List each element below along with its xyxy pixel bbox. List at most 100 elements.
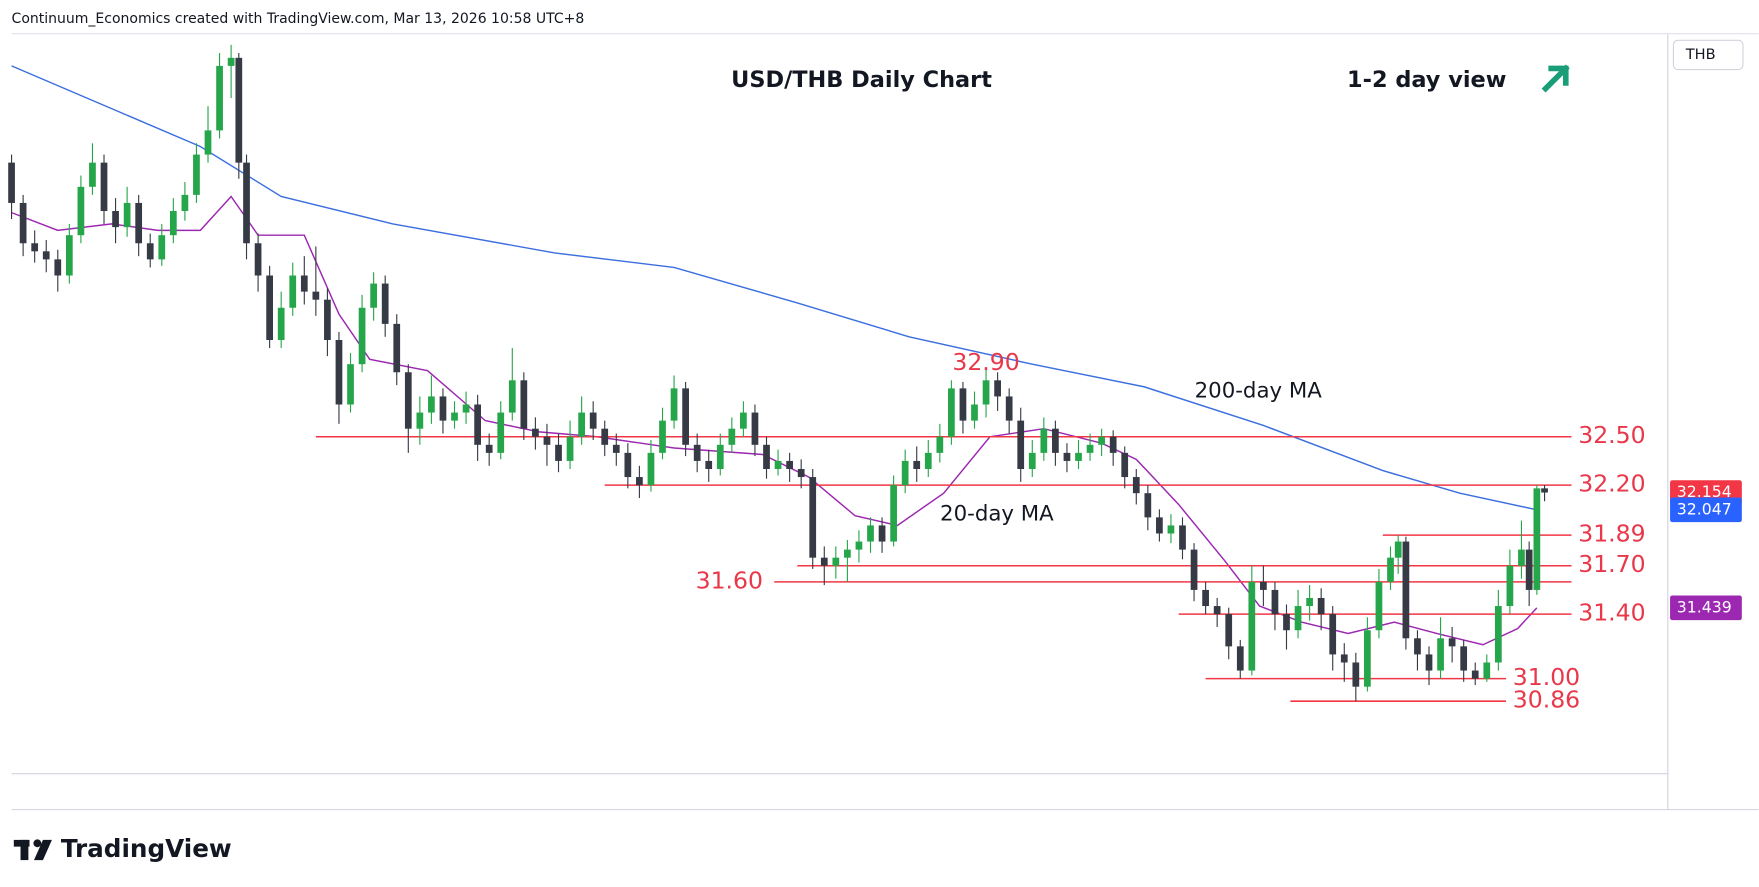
- candle-body: [1306, 597, 1313, 607]
- candle-body: [1028, 452, 1036, 469]
- candle-body: [474, 404, 481, 445]
- candle-body: [1541, 488, 1548, 493]
- candle-body: [890, 485, 897, 542]
- candle-body: [100, 162, 108, 212]
- level-label: 31.70: [1578, 550, 1645, 578]
- candle-body: [716, 444, 724, 469]
- candle-body: [1167, 525, 1175, 534]
- level-label: 32.20: [1578, 470, 1645, 498]
- candle-body: [19, 202, 27, 244]
- candle-body: [428, 396, 435, 413]
- candle-body: [774, 460, 782, 469]
- price-label: 32.047: [1677, 499, 1732, 518]
- candle-body: [520, 380, 528, 429]
- candle-body: [31, 243, 39, 252]
- annotation: 32.90: [952, 348, 1019, 376]
- candle-body: [670, 388, 678, 421]
- candle-body: [740, 412, 747, 429]
- candle-body: [578, 412, 585, 437]
- candle-body: [169, 211, 177, 236]
- candle-body: [1017, 420, 1025, 469]
- candle-body: [277, 307, 285, 341]
- candle-body: [1294, 606, 1302, 631]
- candle-body: [878, 525, 886, 542]
- candle-body: [54, 259, 62, 276]
- price-box: [1670, 497, 1742, 523]
- candle-body: [1460, 646, 1468, 671]
- candle-body: [971, 404, 978, 421]
- candle-body: [797, 468, 805, 478]
- candle-body: [1260, 581, 1267, 590]
- candle-body: [1494, 606, 1502, 663]
- candle-body: [497, 412, 505, 453]
- candle-body: [1225, 614, 1233, 647]
- candle-body: [1340, 654, 1348, 663]
- candle-body: [1075, 452, 1082, 461]
- candle-body: [123, 202, 131, 228]
- candle-body: [809, 477, 817, 558]
- candle-body: [1533, 488, 1541, 590]
- candle-body: [1387, 557, 1394, 582]
- candle-body: [135, 202, 143, 244]
- candle-body: [1283, 614, 1290, 631]
- chart-title: USD/THB Daily Chart: [731, 67, 992, 93]
- candle-body: [508, 380, 516, 413]
- candle-body: [855, 541, 863, 550]
- candle-body: [1329, 614, 1337, 655]
- candle-body: [1156, 517, 1163, 534]
- candle-body: [227, 57, 235, 66]
- footer-brand: TradingView: [61, 834, 232, 863]
- candle-body: [1248, 581, 1256, 671]
- candle-body: [204, 130, 212, 155]
- candle-body: [146, 243, 154, 260]
- candle-body: [1098, 436, 1105, 445]
- candle-body: [867, 525, 874, 542]
- candle-body: [1236, 646, 1244, 671]
- candle-body: [89, 162, 96, 187]
- y-axis-label: THB: [1685, 46, 1716, 63]
- candle-body: [936, 436, 944, 453]
- candle-body: [462, 404, 470, 413]
- candle-body: [266, 275, 273, 341]
- candle-body: [1448, 638, 1456, 647]
- candle-body: [300, 275, 308, 292]
- candle-body: [216, 65, 223, 131]
- ma-label: 200-day MA: [1195, 378, 1323, 403]
- candle-body: [451, 412, 458, 421]
- candle-body: [705, 460, 713, 469]
- price-label: 32.154: [1677, 482, 1732, 501]
- candle-body: [439, 396, 447, 421]
- candle-body: [844, 549, 851, 558]
- candle-body: [1352, 662, 1360, 687]
- candle-body: [1109, 436, 1117, 453]
- level-label: 30.86: [1513, 686, 1580, 714]
- candle-body: [601, 428, 609, 445]
- candle-body: [1402, 541, 1410, 639]
- level-label: 31.40: [1578, 599, 1645, 627]
- candle-body: [786, 460, 793, 469]
- candle-body: [532, 428, 539, 437]
- candle-body: [901, 460, 909, 486]
- candle-body: [1471, 670, 1479, 679]
- candle-body: [1063, 452, 1071, 461]
- ma-line: [11, 65, 1538, 511]
- candle-body: [1425, 654, 1433, 671]
- candle-body: [555, 444, 562, 461]
- candle-body: [1052, 428, 1059, 453]
- ma-label: 20-day MA: [940, 502, 1054, 527]
- candle-body: [1518, 549, 1525, 566]
- candle-body: [8, 162, 15, 203]
- level-label: 31.89: [1578, 520, 1645, 548]
- candle-body: [1213, 606, 1221, 615]
- candle-body: [1437, 638, 1444, 671]
- candle-body: [1202, 589, 1209, 607]
- candle-body: [1483, 662, 1491, 679]
- candle-body: [624, 452, 632, 478]
- candle-body: [485, 444, 493, 453]
- candle-body: [1086, 444, 1094, 453]
- candle-body: [393, 323, 401, 373]
- candle-body: [381, 283, 389, 324]
